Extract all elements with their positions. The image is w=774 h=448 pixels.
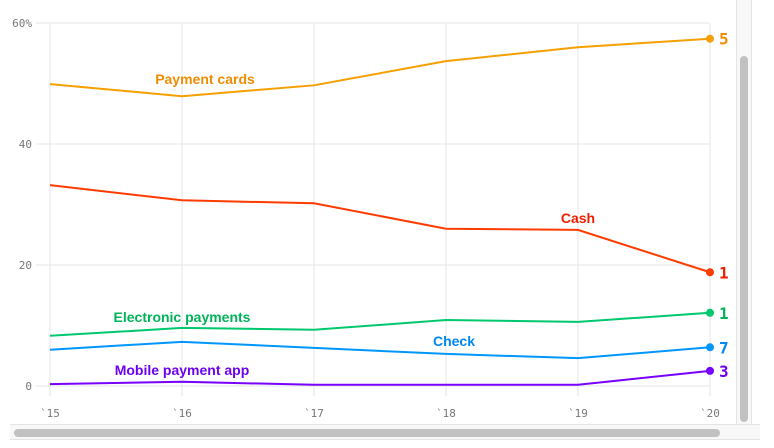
series-label: Mobile payment app	[115, 362, 250, 378]
end-point	[706, 268, 714, 277]
end-point	[706, 34, 714, 43]
series-line	[49, 184, 711, 274]
chart-viewport: 0 20 40 60% `15 `16 `17 `18 `19 `20 57 Payment card…	[12, 17, 728, 420]
series-label: Payment cards	[155, 71, 255, 87]
y-tick-label: 40	[19, 138, 32, 151]
x-tick-label: `18	[436, 407, 456, 420]
horizontal-scrollbar[interactable]	[10, 424, 760, 440]
end-value-label: 12	[719, 304, 728, 323]
line-chart: 0 20 40 60% `15 `16 `17 `18 `19 `20 57 Payment card…	[12, 17, 728, 420]
series-label: Electronic payments	[114, 309, 251, 325]
series-line	[49, 340, 711, 360]
series-line	[49, 369, 711, 386]
series-label: Cash	[561, 210, 595, 226]
end-value-label: 19	[719, 263, 728, 282]
horizontal-scroll-thumb[interactable]	[14, 429, 720, 437]
y-tick-label: 0	[25, 380, 32, 393]
series-label: Check	[433, 333, 475, 349]
end-value-label: 7%	[719, 338, 728, 357]
vertical-scroll-thumb[interactable]	[740, 56, 748, 422]
x-tick-label: `19	[568, 407, 588, 420]
end-point	[706, 366, 714, 375]
x-tick-label: `20	[700, 407, 720, 420]
end-point	[706, 343, 714, 352]
vertical-scrollbar[interactable]	[736, 0, 752, 424]
x-tick-label: `17	[304, 407, 324, 420]
end-point	[706, 308, 714, 317]
x-tick-label: `15	[40, 407, 60, 420]
series-line	[49, 311, 711, 337]
end-value-label: 57	[719, 30, 728, 49]
y-tick-label: 20	[19, 259, 32, 272]
x-tick-label: `16	[172, 407, 192, 420]
end-value-label: 3%	[719, 362, 728, 381]
series-line	[49, 37, 711, 98]
y-tick-label: 60%	[12, 17, 32, 30]
